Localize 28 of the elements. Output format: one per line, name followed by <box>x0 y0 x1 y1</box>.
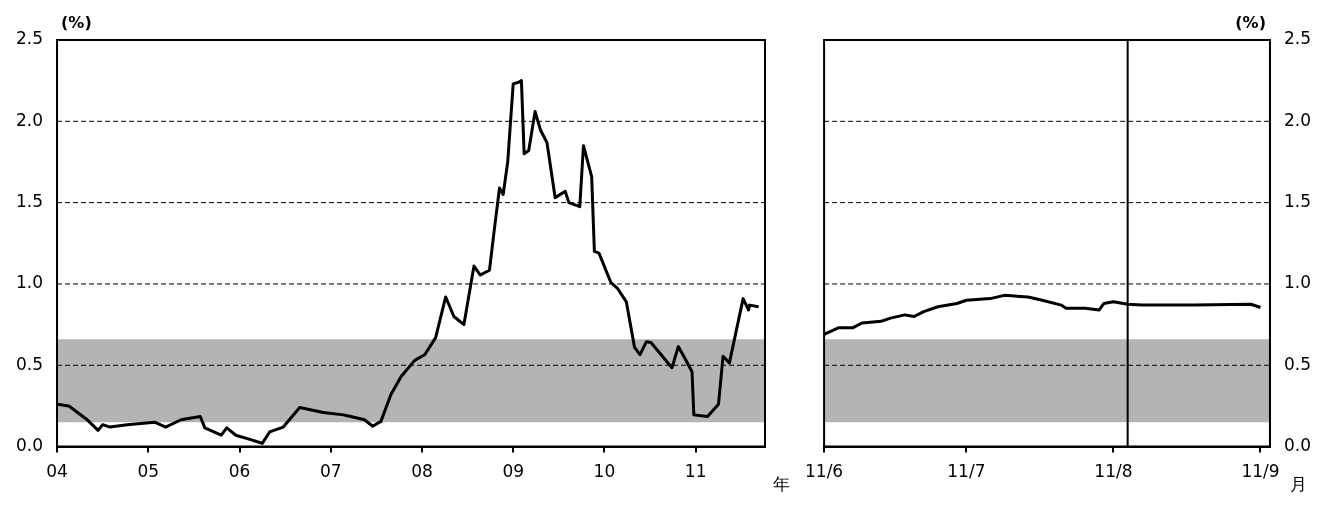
y-tick-label: 0.0 <box>15 435 44 456</box>
y-tick-label: 2.5 <box>15 28 44 49</box>
x-tick-label: 11/6 <box>804 461 844 482</box>
y-tick-label: 0.5 <box>15 353 44 374</box>
x-tick-label: 04 <box>46 461 68 482</box>
y-tick-label: 2.0 <box>15 109 44 130</box>
x-tick-label: 06 <box>228 461 251 482</box>
y2-tick-label: 2.0 <box>1283 109 1312 130</box>
y2-tick-label: 2.5 <box>1283 28 1312 49</box>
y2-tick-label: 1.5 <box>1283 191 1312 212</box>
y2-tick-label: 1.0 <box>1283 272 1312 293</box>
x-tick-label: 07 <box>319 461 342 482</box>
x-tick-label: 09 <box>502 461 525 482</box>
x-tick-label: 11/7 <box>947 461 986 482</box>
x-tick-label: 11 <box>684 461 707 482</box>
y2-tick-label: 0.0 <box>1283 435 1312 456</box>
y-tick-label: 1.0 <box>15 272 44 293</box>
x-tick-label: 08 <box>411 461 433 482</box>
x-tick-label: 10 <box>593 461 616 482</box>
y-tick-label: 1.5 <box>15 191 44 212</box>
x-tick-label: 11/8 <box>1094 461 1133 482</box>
x-tick-label: 05 <box>137 461 160 482</box>
x-axis-title: 月 <box>1289 473 1307 494</box>
x-tick-label: 11/9 <box>1241 461 1280 482</box>
y2-axis-title: (%) <box>1235 13 1266 33</box>
x-axis-title: 年 <box>773 473 790 494</box>
y2-tick-label: 0.5 <box>1283 353 1312 374</box>
y-axis-title: (%) <box>61 13 92 33</box>
